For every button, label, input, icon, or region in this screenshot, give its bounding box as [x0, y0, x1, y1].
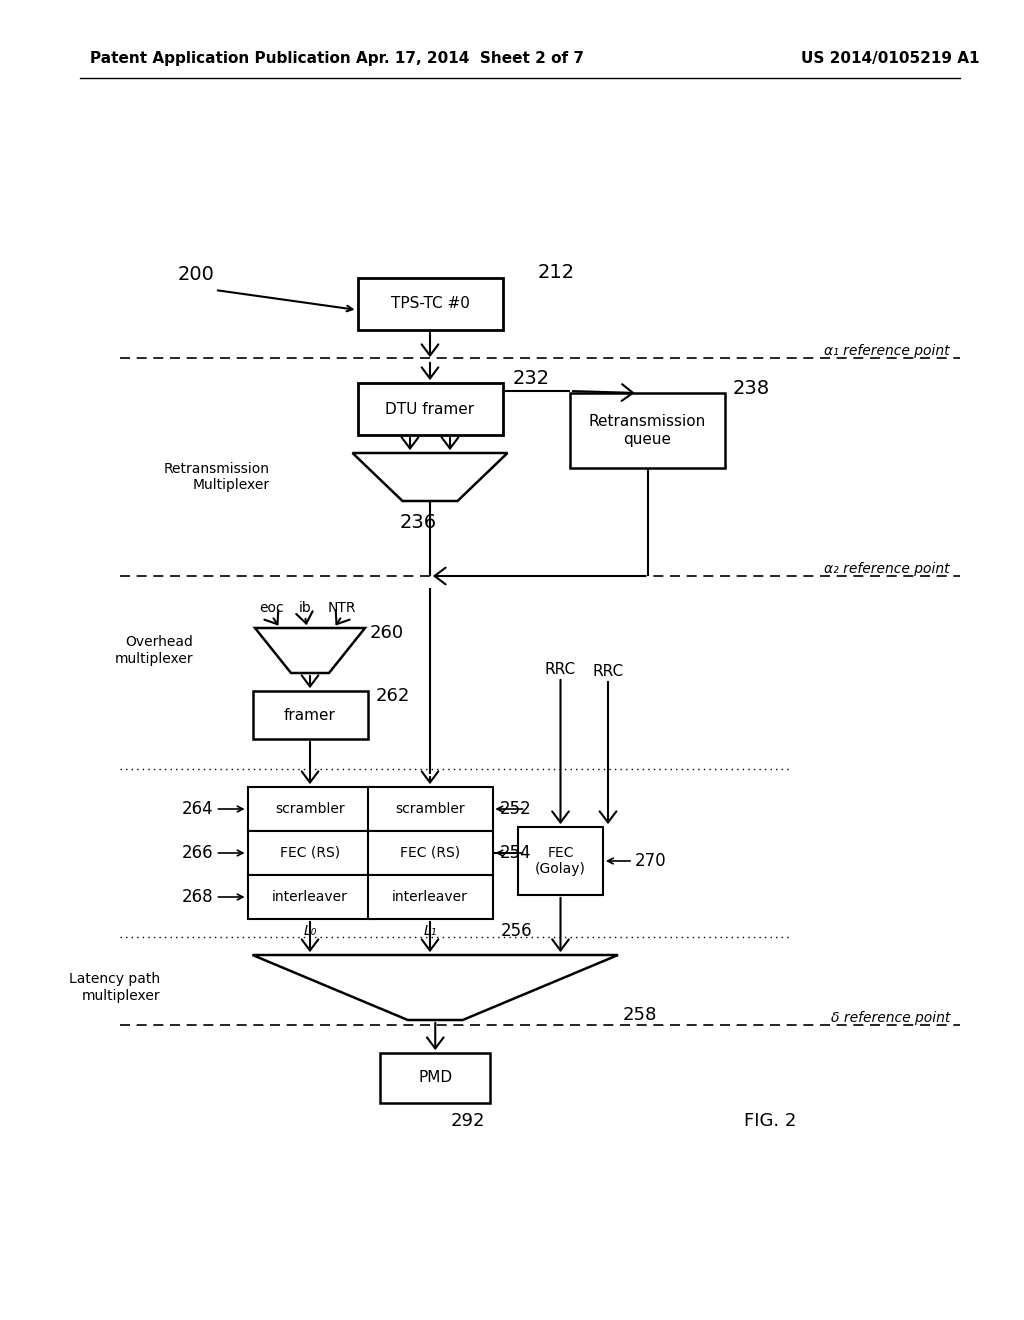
Text: ib: ib: [299, 601, 311, 615]
Text: scrambler: scrambler: [395, 803, 465, 816]
Text: 232: 232: [512, 368, 550, 388]
Text: 252: 252: [500, 800, 531, 818]
Bar: [570, 393, 725, 469]
Text: α₂ reference point: α₂ reference point: [824, 562, 950, 576]
Text: TPS-TC #0: TPS-TC #0: [390, 297, 469, 312]
Text: δ reference point: δ reference point: [830, 1011, 950, 1026]
Text: Overhead
multiplexer: Overhead multiplexer: [115, 635, 193, 665]
Bar: [380, 1053, 490, 1104]
Text: interleaver: interleaver: [272, 890, 348, 904]
Text: 268: 268: [182, 888, 213, 906]
Text: 262: 262: [376, 686, 410, 705]
Bar: [248, 787, 373, 832]
Text: 258: 258: [623, 1006, 657, 1024]
Text: 266: 266: [182, 843, 213, 862]
Text: 212: 212: [538, 263, 575, 281]
Polygon shape: [352, 453, 508, 502]
Text: DTU framer: DTU framer: [385, 401, 474, 417]
Text: FEC
(Golay): FEC (Golay): [536, 846, 586, 876]
Text: 254: 254: [500, 843, 531, 862]
Text: FEC (RS): FEC (RS): [400, 846, 460, 861]
Text: Retransmission
queue: Retransmission queue: [589, 414, 707, 446]
Text: 260: 260: [370, 624, 404, 642]
Text: framer: framer: [284, 708, 336, 722]
Text: Retransmission
Multiplexer: Retransmission Multiplexer: [164, 462, 270, 492]
Text: US 2014/0105219 A1: US 2014/0105219 A1: [801, 50, 979, 66]
Text: Patent Application Publication: Patent Application Publication: [90, 50, 351, 66]
Bar: [253, 690, 368, 739]
Text: α₁ reference point: α₁ reference point: [824, 345, 950, 358]
Text: RRC: RRC: [593, 664, 624, 678]
Text: L₁: L₁: [423, 924, 436, 939]
Text: FEC (RS): FEC (RS): [280, 846, 340, 861]
Text: 236: 236: [400, 513, 437, 532]
Bar: [518, 828, 603, 895]
Polygon shape: [253, 954, 618, 1020]
Polygon shape: [255, 628, 365, 673]
Text: L₀: L₀: [303, 924, 316, 939]
Bar: [248, 875, 373, 919]
Text: 238: 238: [733, 379, 770, 397]
Text: 292: 292: [451, 1111, 484, 1130]
Text: NTR: NTR: [328, 601, 356, 615]
Text: Apr. 17, 2014  Sheet 2 of 7: Apr. 17, 2014 Sheet 2 of 7: [356, 50, 584, 66]
Text: PMD: PMD: [418, 1071, 453, 1085]
Bar: [357, 383, 503, 436]
Text: FIG. 2: FIG. 2: [743, 1111, 797, 1130]
Text: Latency path
multiplexer: Latency path multiplexer: [69, 973, 160, 1003]
Text: RRC: RRC: [545, 661, 577, 676]
Bar: [368, 875, 493, 919]
Text: eoc: eoc: [260, 601, 285, 615]
Text: 264: 264: [182, 800, 213, 818]
Bar: [368, 832, 493, 875]
Bar: [357, 279, 503, 330]
Text: scrambler: scrambler: [275, 803, 345, 816]
Bar: [248, 832, 373, 875]
Text: 200: 200: [178, 265, 215, 285]
Text: interleaver: interleaver: [392, 890, 468, 904]
Text: 256: 256: [501, 921, 532, 940]
Text: 270: 270: [635, 851, 667, 870]
Bar: [368, 787, 493, 832]
